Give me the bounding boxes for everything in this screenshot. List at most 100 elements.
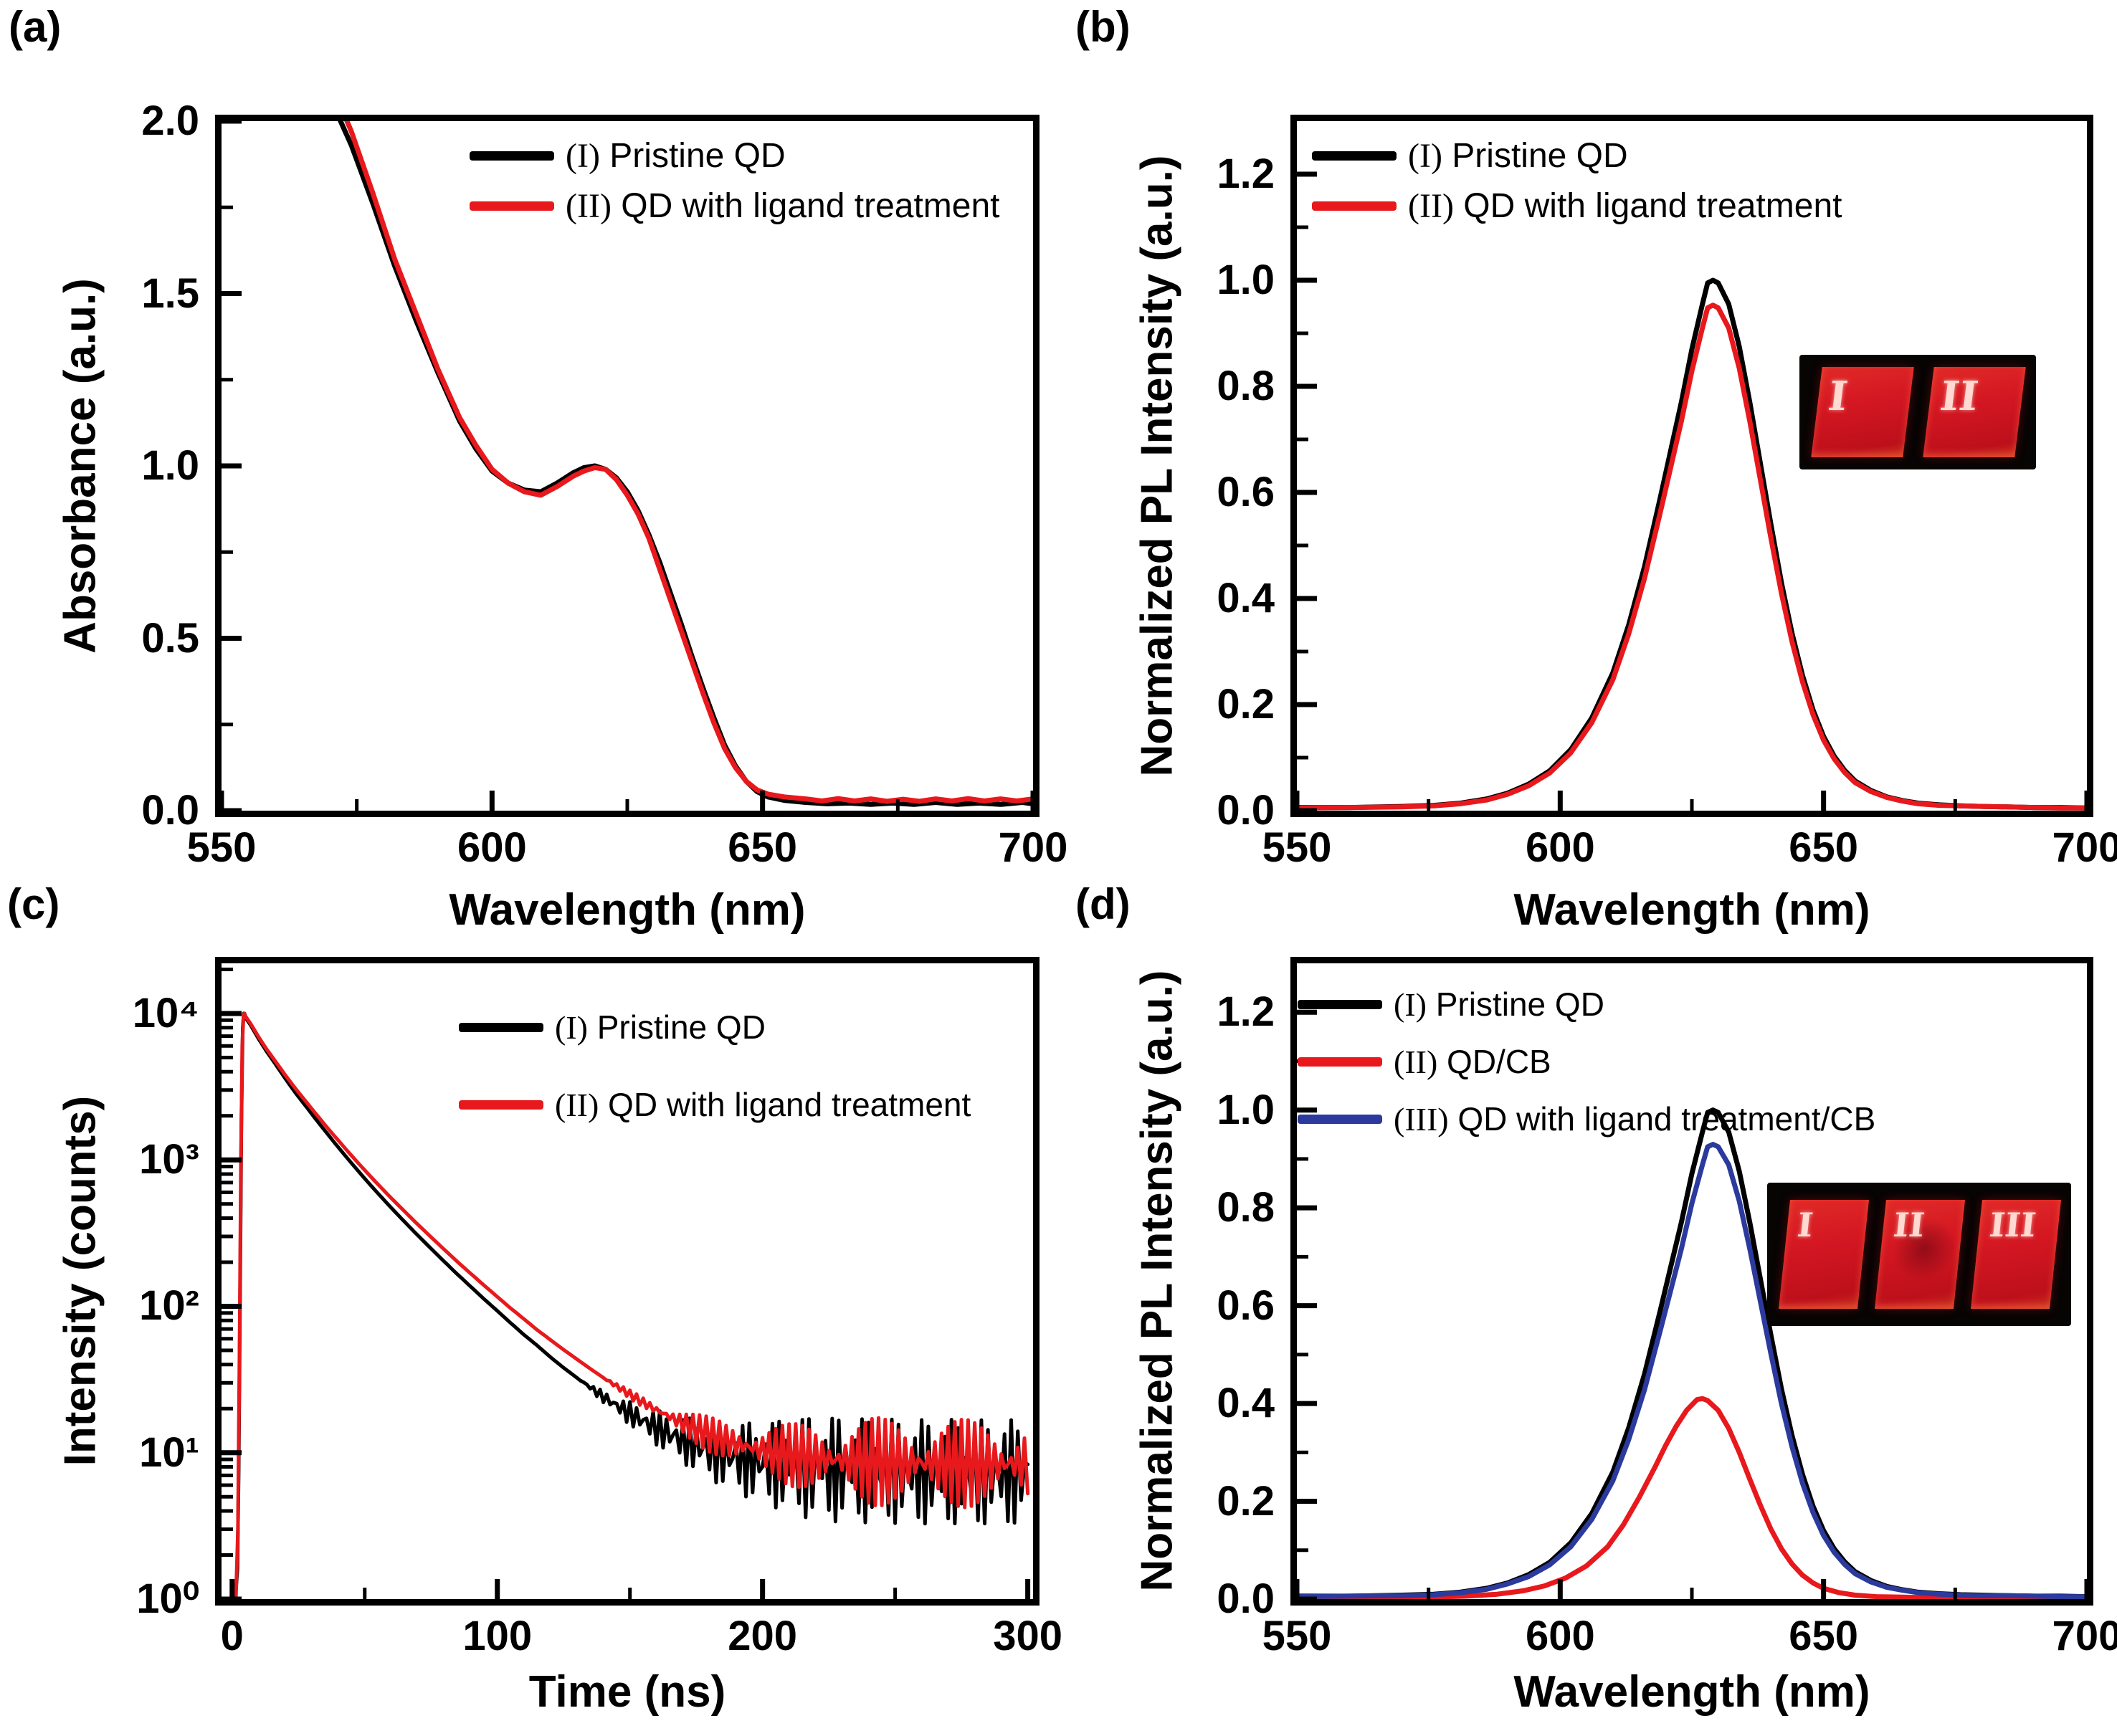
qd-film-photo-tile: I [1811, 367, 1914, 457]
legend-line-sample-black [459, 1022, 543, 1032]
legend-series-numeral: (I) [1394, 986, 1427, 1023]
y-tick-label: 1.0 [1217, 257, 1275, 303]
qd-film-photo-tile: III [1971, 1200, 2061, 1309]
y-tick-label: 0.8 [1217, 363, 1275, 409]
y-tick-label: 0.6 [1217, 469, 1275, 515]
x-tick-label: 550 [1262, 1613, 1332, 1659]
y-tick-label: 0.2 [1217, 681, 1275, 728]
panel-b-x-axis-title: Wavelength (nm) [1513, 885, 1870, 935]
y-tick-label: 10⁴ [132, 989, 199, 1036]
x-tick-label: 550 [1262, 824, 1332, 871]
panel-d-chart-svg [1297, 1009, 2087, 1599]
y-tick-label: 0.2 [1217, 1477, 1275, 1525]
y-tick-label: 0.8 [1217, 1184, 1275, 1231]
legend-item: (I) Pristine QD [459, 988, 971, 1066]
y-tick-label: 0.0 [141, 787, 199, 834]
x-tick-label: 300 [993, 1613, 1062, 1659]
y-tick-label: 10¹ [139, 1429, 199, 1476]
legend-line-sample-black [1298, 999, 1382, 1009]
panel-d-label: (d) [1075, 880, 1131, 928]
legend-item: (III) QD with ligand treatment/CB [1298, 1090, 1875, 1148]
qd-film-photo-tile: II [1923, 367, 2026, 457]
x-tick-label: 700 [998, 824, 1068, 871]
legend-series-numeral: (II) [1394, 1043, 1438, 1080]
curve-qd-ligand-treatment [1297, 302, 2087, 811]
y-tick-label: 1.0 [141, 442, 199, 489]
panel-c-label: (c) [7, 880, 60, 928]
legend-series-label: QD with ligand treatment [1453, 186, 1842, 225]
panel-c-chart-svg [222, 967, 1031, 1599]
x-tick-label: 600 [1525, 1613, 1595, 1659]
panel-c-plot-area [215, 957, 1040, 1606]
y-tick-label: 0.4 [1217, 575, 1275, 621]
legend-line-sample-red [1312, 201, 1397, 211]
qd-film-photo-tile: I [1779, 1200, 1869, 1309]
panel-c: (c) Intensity (counts) Time (ns) (I) Pri… [0, 868, 1062, 1736]
curve-qd-ligand-treatment-cb [1297, 1142, 2087, 1599]
tile-roman-numeral: III [1987, 1206, 2038, 1244]
legend-series-numeral: (III) [1394, 1100, 1449, 1138]
y-tick-label: 1.2 [1217, 151, 1275, 197]
y-tick-label: 10² [139, 1282, 199, 1330]
legend-series-label: Pristine QD [1442, 136, 1628, 175]
x-tick-label: 700 [2052, 824, 2117, 871]
legend-series-label: Pristine QD [599, 136, 786, 175]
legend-line-sample-black [1312, 151, 1397, 161]
y-tick-label: 0.6 [1217, 1282, 1275, 1329]
x-tick-label: 550 [186, 824, 257, 871]
legend-line-sample-red [470, 201, 554, 211]
legend-line-sample-black [470, 151, 554, 161]
panel-d-x-axis-title: Wavelength (nm) [1513, 1667, 1870, 1717]
legend-series-numeral: (II) [1408, 186, 1454, 225]
legend-line-sample-red [1298, 1057, 1382, 1067]
legend-series-numeral: (I) [1408, 136, 1442, 175]
panel-d: (d) Normalized PL Intensity (a.u.) Wavel… [1058, 868, 2117, 1736]
x-tick-label: 600 [457, 824, 527, 871]
curve-qd-ligand-treatment [344, 121, 1033, 804]
y-tick-label: 10³ [139, 1136, 199, 1183]
panel-c-x-axis-title: Time (ns) [528, 1667, 726, 1717]
x-tick-label: 200 [728, 1613, 798, 1659]
tile-roman-numeral: II [1937, 373, 1982, 420]
y-tick-label: 0.0 [1217, 1575, 1275, 1622]
y-tick-label: 0.5 [141, 614, 199, 662]
y-tick-label: 2.0 [141, 97, 199, 144]
panel-d-plot-area [1290, 957, 2093, 1606]
legend-series-label: QD with ligand treatment [599, 1086, 971, 1123]
panel-b-chart-svg [1297, 171, 2087, 811]
panel-a: (a) Absorbance (a.u.) Wavelength (nm) (I… [0, 0, 1067, 933]
legend-item: (II) QD with ligand treatment [1312, 181, 1842, 231]
panel-b-legend: (I) Pristine QD (II) QD with ligand trea… [1312, 130, 1842, 231]
x-tick-label: 600 [1525, 824, 1595, 871]
panel-d-photo-inset: I II III [1767, 1183, 2071, 1326]
x-tick-label: 650 [1789, 824, 1859, 871]
legend-item: (II) QD with ligand treatment [470, 181, 1000, 231]
legend-series-label: Pristine QD [1426, 986, 1604, 1023]
legend-item: (I) Pristine QD [470, 130, 1000, 181]
panel-a-x-axis-title: Wavelength (nm) [449, 885, 806, 935]
tile-roman-numeral: II [1891, 1206, 1927, 1244]
y-tick-label: 1.0 [1217, 1086, 1275, 1133]
x-tick-label: 0 [220, 1613, 244, 1659]
legend-item: (I) Pristine QD [1312, 130, 1842, 181]
legend-series-numeral: (I) [566, 136, 600, 175]
panel-b-photo-inset: I II [1799, 355, 2036, 469]
legend-series-numeral: (II) [555, 1086, 599, 1123]
y-tick-label: 1.5 [141, 270, 199, 317]
panel-a-legend: (I) Pristine QD (II) QD with ligand trea… [470, 130, 1000, 231]
panel-a-chart-svg [222, 121, 1033, 811]
panel-a-label: (a) [9, 3, 62, 51]
legend-item: (II) QD/CB [1298, 1033, 1875, 1090]
legend-series-label: QD with ligand treatment/CB [1448, 1100, 1876, 1138]
x-tick-label: 650 [1789, 1613, 1859, 1659]
legend-item: (II) QD with ligand treatment [459, 1066, 971, 1143]
panel-b: (b) Normalized PL Intensity (a.u.) Wavel… [1058, 0, 2117, 933]
y-tick-label: 1.2 [1217, 988, 1275, 1036]
legend-series-label: QD with ligand treatment [611, 186, 1000, 225]
x-tick-label: 700 [2052, 1613, 2117, 1659]
tile-roman-numeral: I [1825, 373, 1850, 420]
legend-series-numeral: (II) [566, 186, 612, 225]
legend-line-sample-red [459, 1100, 543, 1110]
panel-c-legend: (I) Pristine QD (II) QD with ligand trea… [459, 988, 971, 1143]
